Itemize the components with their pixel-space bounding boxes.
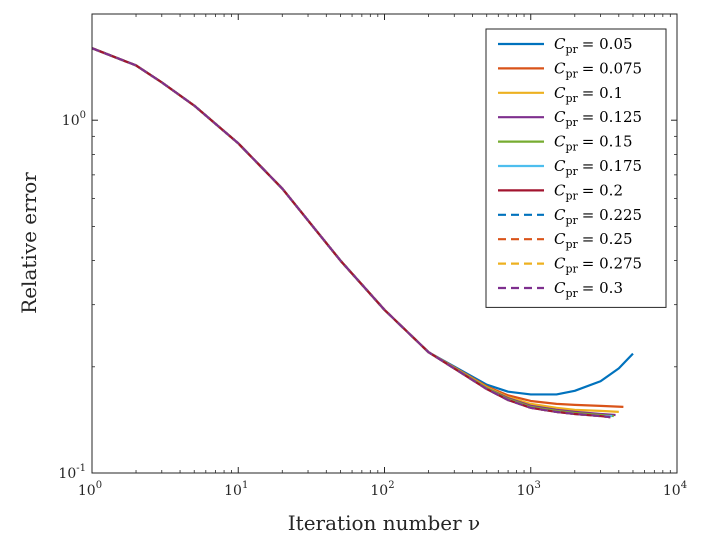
legend-subscript: pr [565, 214, 578, 227]
legend-value: = 0.175 [582, 157, 642, 175]
series-line-11 [91, 47, 611, 419]
legend-value: = 0.225 [582, 206, 642, 224]
y-tick-exponent: 0 [80, 110, 86, 121]
x-tick-label-0: 100 [78, 480, 102, 499]
y-tick-exponent: -1 [76, 463, 86, 474]
legend-symbol: C [554, 133, 566, 151]
legend-subscript: pr [565, 141, 578, 154]
x-tick-label-2: 102 [370, 480, 394, 499]
x-tick-exponent: 0 [96, 480, 102, 491]
legend-symbol: C [554, 59, 566, 77]
legend-subscript: pr [565, 287, 578, 300]
legend-subscript: pr [565, 116, 578, 129]
legend-subscript: pr [565, 263, 578, 276]
legend-subscript: pr [565, 92, 578, 105]
legend-symbol: C [554, 157, 566, 175]
legend-label-7: Cpr = 0.2 [554, 181, 623, 202]
legend-label-4: Cpr = 0.125 [554, 108, 642, 129]
legend-label-6: Cpr = 0.175 [554, 157, 642, 178]
legend-label-9: Cpr = 0.25 [554, 230, 633, 251]
legend-subscript: pr [565, 67, 578, 80]
legend-symbol: C [554, 206, 566, 224]
x-tick-exponent: 4 [681, 480, 687, 491]
legend-value: = 0.275 [582, 255, 642, 273]
legend-label-1: Cpr = 0.05 [554, 35, 633, 56]
legend-label-3: Cpr = 0.1 [554, 84, 623, 105]
x-tick-label-3: 103 [517, 480, 541, 499]
legend-value: = 0.075 [582, 59, 642, 77]
legend-label-8: Cpr = 0.225 [554, 206, 642, 227]
legend-value: = 0.25 [582, 230, 633, 248]
legend-symbol: C [554, 230, 566, 248]
legend-value: = 0.1 [582, 84, 623, 102]
y-axis-title-text: Relative error [17, 172, 41, 314]
legend-value: = 0.2 [582, 181, 623, 199]
x-tick-mantissa: 10 [78, 483, 96, 499]
series-layer [91, 47, 634, 419]
legend-symbol: C [554, 279, 566, 297]
legend-label-10: Cpr = 0.275 [554, 255, 642, 276]
legend-value: = 0.125 [582, 108, 642, 126]
legend-subscript: pr [565, 165, 578, 178]
x-tick-exponent: 2 [388, 480, 394, 491]
legend-symbol: C [554, 84, 566, 102]
legend-symbol: C [554, 255, 566, 273]
y-axis-title: Relative error [17, 172, 41, 314]
x-tick-mantissa: 10 [663, 483, 681, 499]
x-tick-exponent: 3 [534, 480, 540, 491]
legend-subscript: pr [565, 238, 578, 251]
x-tick-label-1: 101 [224, 480, 248, 499]
legend-label-2: Cpr = 0.075 [554, 59, 642, 80]
y-tick-mantissa: 10 [62, 113, 80, 129]
legend-symbol: C [554, 35, 566, 53]
x-tick-mantissa: 10 [224, 483, 242, 499]
legend-value: = 0.15 [582, 133, 633, 151]
y-tick-mantissa: 10 [58, 466, 76, 482]
x-axis-title: Iteration number ν [288, 511, 480, 535]
legend-label-11: Cpr = 0.3 [554, 279, 623, 300]
legend-value: = 0.05 [582, 35, 633, 53]
legend-subscript: pr [565, 43, 578, 56]
x-tick-exponent: 1 [242, 480, 248, 491]
legend-symbol: C [554, 181, 566, 199]
legend-label-5: Cpr = 0.15 [554, 133, 633, 154]
x-tick-mantissa: 10 [517, 483, 535, 499]
y-tick-label-0: 10-1 [58, 463, 86, 482]
legend-symbol: C [554, 108, 566, 126]
x-axis-title-text: Iteration number ν [288, 511, 480, 535]
legend-box [485, 28, 667, 308]
y-tick-label-1: 100 [62, 110, 86, 129]
legend-value: = 0.3 [582, 279, 623, 297]
x-tick-mantissa: 10 [370, 483, 388, 499]
x-tick-label-4: 104 [663, 480, 687, 499]
legend-subscript: pr [565, 189, 578, 202]
